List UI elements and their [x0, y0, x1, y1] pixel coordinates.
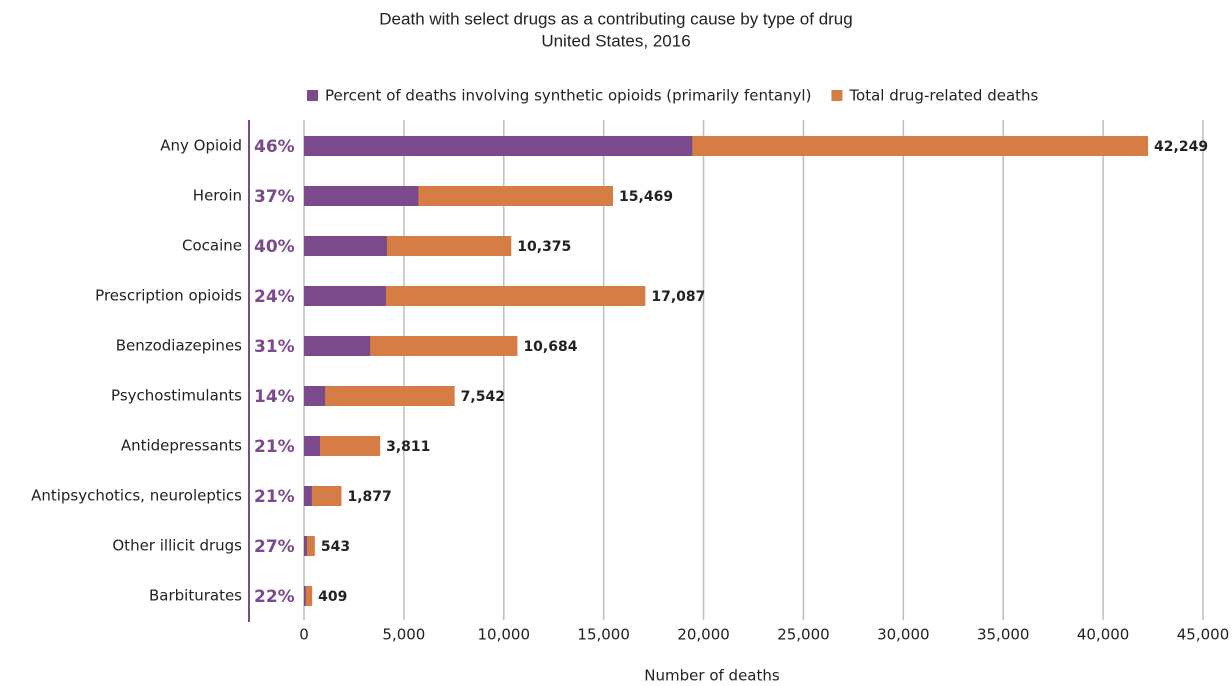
chart-subtitle: United States, 2016 — [541, 31, 690, 50]
total-label: 409 — [318, 589, 347, 605]
x-axis-label: Number of deaths — [644, 667, 780, 685]
total-label: 1,877 — [347, 489, 391, 505]
x-tick-label: 5,000 — [382, 626, 425, 644]
x-tick-label: 35,000 — [977, 626, 1030, 644]
percent-label: 24% — [254, 287, 295, 307]
x-tick-label: 30,000 — [877, 626, 930, 644]
bar-total — [304, 486, 342, 506]
y-tick-label: Antidepressants — [121, 437, 242, 455]
x-tick-label: 20,000 — [677, 626, 730, 644]
x-tick-label: 15,000 — [577, 626, 630, 644]
x-tick-label: 0 — [299, 626, 309, 644]
legend-swatch — [831, 90, 843, 101]
total-label: 3,811 — [386, 439, 430, 455]
y-tick-label: Antipsychotics, neuroleptics — [31, 487, 242, 505]
bar-synthetic — [304, 436, 320, 456]
percent-label: 22% — [254, 587, 295, 607]
bar-synthetic — [304, 336, 371, 356]
legend-label: Total drug-related deaths — [848, 87, 1038, 105]
legend-swatch — [307, 90, 318, 101]
percent-label: 21% — [254, 487, 295, 507]
total-label: 10,684 — [523, 339, 577, 355]
bar-synthetic — [304, 236, 387, 256]
total-label: 543 — [321, 539, 350, 555]
percent-label: 27% — [254, 537, 295, 557]
chart-title: Death with select drugs as a contributin… — [379, 9, 852, 28]
bar-synthetic — [304, 136, 693, 156]
percent-label: 31% — [254, 337, 295, 357]
y-tick-label: Cocaine — [182, 237, 242, 255]
y-tick-label: Psychostimulants — [111, 387, 242, 405]
percent-label: 37% — [254, 187, 295, 207]
bar-synthetic — [304, 586, 306, 606]
bar-synthetic — [304, 286, 386, 306]
percent-label: 14% — [254, 387, 295, 407]
x-tick-label: 10,000 — [478, 626, 531, 644]
y-tick-label: Heroin — [193, 187, 242, 205]
bar-total — [304, 536, 315, 556]
total-label: 15,469 — [619, 189, 673, 205]
y-tick-label: Any Opioid — [160, 137, 242, 155]
bar-total — [304, 586, 313, 606]
x-tick-label: 45,000 — [1177, 626, 1230, 644]
percent-label: 46% — [254, 137, 295, 157]
x-tick-label: 40,000 — [1077, 626, 1130, 644]
y-tick-label: Barbiturates — [149, 587, 242, 605]
legend-label: Percent of deaths involving synthetic op… — [325, 87, 811, 105]
y-tick-label: Benzodiazepines — [116, 337, 242, 355]
y-tick-label: Prescription opioids — [95, 287, 242, 305]
percent-label: 40% — [254, 237, 295, 257]
x-tick-label: 25,000 — [777, 626, 830, 644]
bar-synthetic — [304, 386, 326, 406]
y-tick-label: Other illicit drugs — [112, 537, 242, 555]
bar-total — [304, 386, 455, 406]
bar-synthetic — [304, 486, 312, 506]
total-label: 42,249 — [1154, 139, 1208, 155]
bar-synthetic — [304, 536, 307, 556]
total-label: 17,087 — [651, 289, 705, 305]
total-label: 7,542 — [461, 389, 505, 405]
bar-total — [304, 286, 646, 306]
bar-synthetic — [304, 186, 419, 206]
total-label: 10,375 — [517, 239, 571, 255]
bar-total — [304, 436, 381, 456]
percent-label: 21% — [254, 437, 295, 457]
